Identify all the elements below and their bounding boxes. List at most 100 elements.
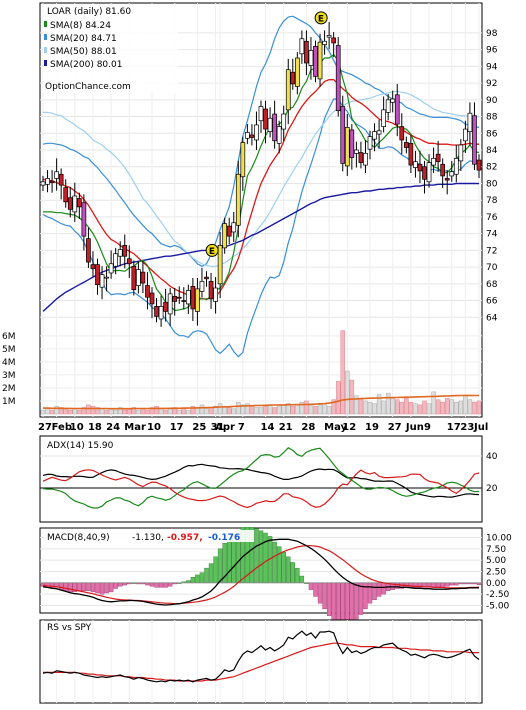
date-axis-label: Mar	[124, 422, 146, 433]
macd-histogram-bar	[272, 541, 277, 584]
candle-body	[154, 306, 159, 317]
candle-body	[208, 280, 214, 300]
candle-body	[476, 159, 482, 171]
volume-bar	[108, 408, 114, 415]
macd-histogram-bar	[95, 582, 100, 594]
volume-axis-label: 3M	[2, 371, 16, 381]
macd-histogram-bar	[358, 582, 364, 615]
volume-bar	[122, 409, 127, 415]
date-axis-label: 28	[301, 422, 315, 433]
candle-body	[272, 113, 277, 142]
price-axis-label: 66	[486, 297, 498, 307]
volume-bar	[404, 398, 409, 415]
volume-bar	[422, 400, 427, 415]
macd-histogram-bar	[281, 552, 286, 584]
volume-bar	[58, 407, 64, 415]
candle-body	[140, 271, 146, 284]
candle-body	[163, 301, 168, 312]
date-axis-label: Apr	[215, 422, 235, 433]
candle-body	[245, 132, 250, 139]
macd-histogram-bar	[195, 574, 200, 584]
volume-bar	[231, 408, 236, 415]
macd-histogram-bar	[204, 567, 209, 584]
volume-bar	[172, 407, 177, 415]
macd-signal-line	[42, 545, 480, 605]
candle-body	[158, 306, 164, 320]
volume-bar	[236, 402, 241, 415]
macd-axis-label: -2.50	[486, 590, 510, 600]
candle-body	[304, 40, 309, 64]
legend-label: SMA(8) 84.24	[50, 21, 111, 31]
candle-body	[426, 162, 432, 183]
candle-body	[149, 292, 155, 305]
date-axis-label: 27	[388, 422, 402, 433]
macd-histogram-bar	[286, 556, 291, 584]
volume-bar	[213, 405, 218, 415]
date-axis-label: 10	[70, 422, 84, 433]
macd-histogram-bar	[290, 562, 295, 584]
macd-histogram-bar	[149, 582, 155, 587]
volume-bar	[340, 330, 345, 415]
volume-bar	[431, 391, 436, 415]
macd-histogram-bar	[86, 582, 91, 591]
candle-body	[226, 225, 232, 237]
chart-title: LOAR (daily) 81.60	[47, 7, 131, 17]
price-axis-label: 72	[486, 246, 497, 256]
volume-bar	[190, 405, 196, 415]
candle-body	[58, 173, 64, 186]
candle-body	[81, 202, 87, 237]
price-axis-label: 92	[486, 79, 497, 89]
price-axis-label: 84	[486, 146, 498, 156]
macd-axis-label: 0.00	[486, 579, 506, 589]
volume-bar	[376, 394, 382, 415]
date-axis-label: 21	[279, 422, 293, 433]
volume-bar	[317, 404, 323, 415]
legend-swatch	[44, 21, 47, 27]
volume-bar	[444, 398, 450, 415]
candle-body	[240, 142, 246, 178]
candle-body	[408, 142, 414, 166]
volume-bar	[449, 399, 454, 415]
volume-bar	[258, 407, 264, 415]
volume-axis-label: 4M	[2, 358, 16, 368]
candle-body	[403, 142, 409, 148]
candle-body	[263, 108, 268, 130]
volume-bar	[281, 404, 286, 415]
candle-body	[40, 181, 46, 186]
date-axis-label: 9	[424, 422, 431, 433]
volume-bar	[45, 408, 50, 415]
candle-body	[176, 296, 182, 299]
macd-axis-label: 5.00	[486, 556, 506, 566]
volume-bar	[140, 408, 146, 415]
volume-bar	[63, 408, 68, 415]
date-axis-label: 14	[261, 422, 275, 433]
volume-bar	[136, 409, 141, 415]
date-axis-label: 25	[192, 422, 206, 433]
volume-bar	[263, 405, 268, 415]
sma50-line	[43, 90, 479, 267]
date-axis-label: 17	[447, 422, 461, 433]
candle-body	[413, 161, 418, 168]
volume-bar	[417, 404, 423, 415]
date-axis-label: 19	[365, 422, 379, 433]
price-axis-label: 68	[486, 280, 498, 290]
volume-bar	[240, 404, 246, 415]
macd-axis-label: 10.00	[486, 534, 512, 544]
lower-band-line	[42, 98, 480, 358]
macd-histogram-bar	[322, 582, 327, 610]
macd-histogram-bar	[199, 572, 205, 584]
candle-body	[367, 136, 373, 150]
macd-histogram-bar	[336, 582, 341, 625]
macd-histogram-bar	[99, 582, 105, 595]
volume-bar	[331, 399, 336, 415]
date-axis-label: 24	[106, 422, 120, 433]
candle-body	[308, 50, 314, 66]
volume-bar	[127, 408, 132, 415]
date-axis-label: Jul	[473, 422, 488, 433]
volume-bar	[40, 409, 46, 415]
volume-bar	[363, 400, 368, 415]
volume-bar	[99, 408, 105, 415]
sma20-line	[42, 79, 479, 300]
volume-bar	[463, 395, 468, 415]
macd-histogram-bar	[163, 582, 168, 588]
